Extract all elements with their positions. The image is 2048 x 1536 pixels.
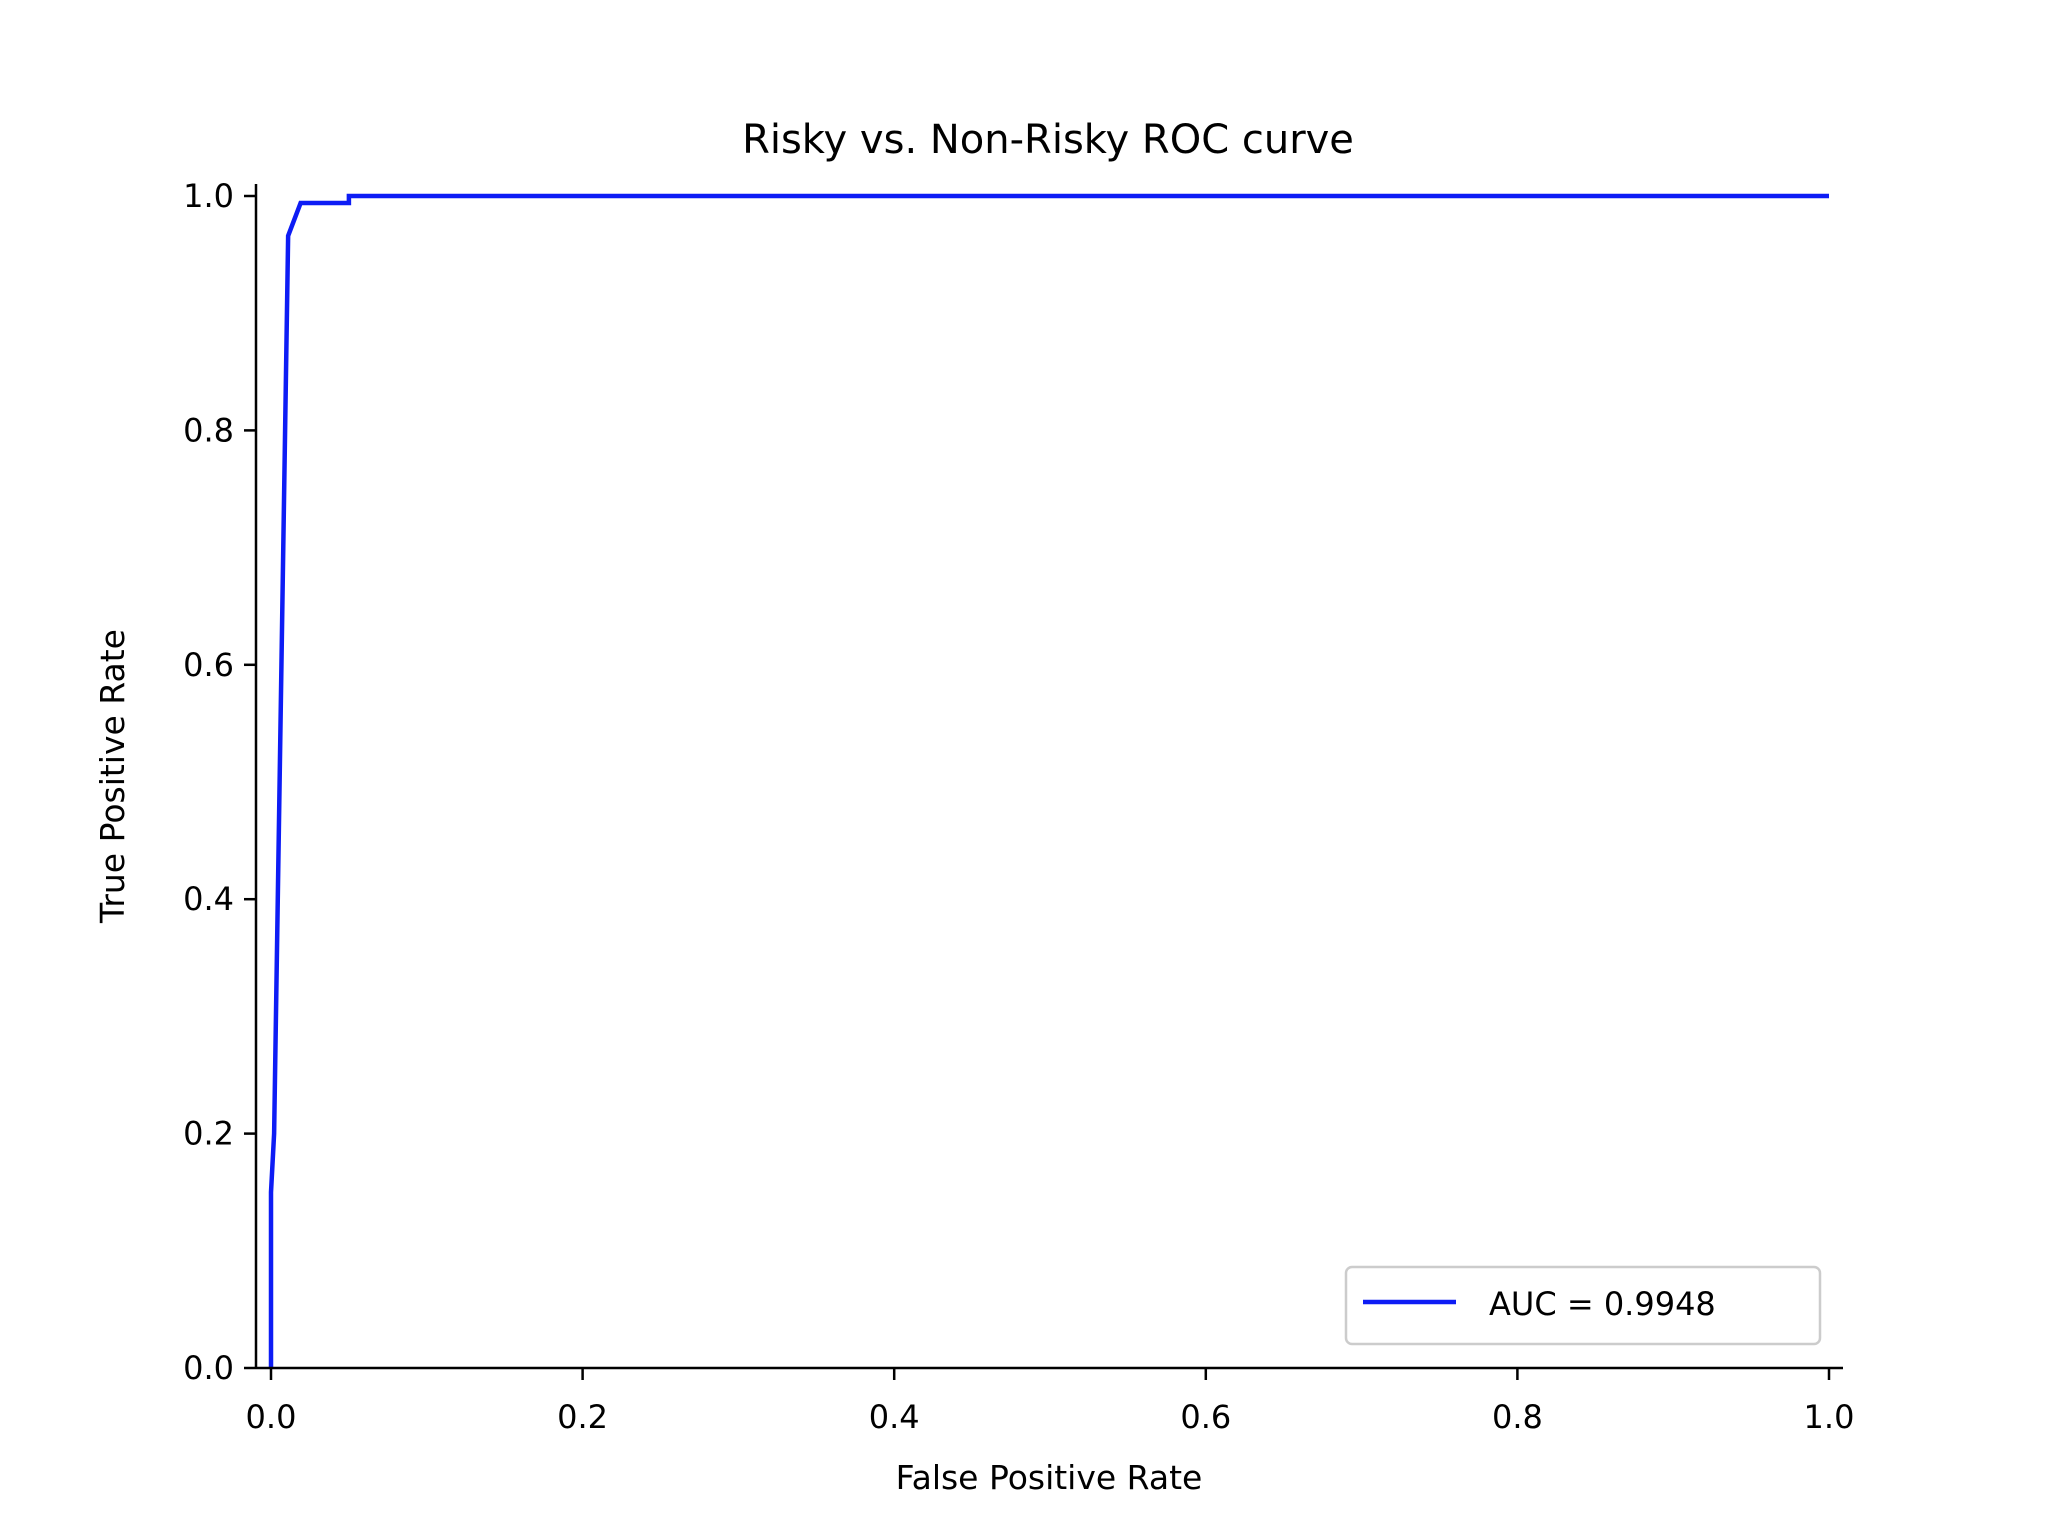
y-ticks: 0.0 0.2 0.4 0.6 0.8 1.0: [183, 177, 256, 1387]
chart-title: Risky vs. Non-Risky ROC curve: [742, 117, 1354, 163]
x-tick-label: 1.0: [1804, 1398, 1855, 1436]
x-ticks: 0.0 0.2 0.4 0.6 0.8 1.0: [246, 1368, 1855, 1436]
y-tick-label: 0.2: [183, 1115, 234, 1153]
x-tick-label: 0.0: [246, 1398, 297, 1436]
x-tick-label: 0.2: [557, 1398, 608, 1436]
y-tick-label: 0.0: [183, 1349, 234, 1387]
y-tick-label: 0.8: [183, 411, 234, 449]
roc-curve-line: [268, 193, 1829, 1368]
legend: AUC = 0.9948: [1344, 1265, 1822, 1346]
y-tick-label: 0.6: [183, 646, 234, 684]
y-tick-label: 0.4: [183, 880, 234, 918]
y-tick-label: 1.0: [183, 177, 234, 215]
y-axis-label: True Positive Rate: [93, 629, 132, 924]
legend-label: AUC = 0.9948: [1489, 1285, 1716, 1323]
x-tick-label: 0.4: [869, 1398, 920, 1436]
x-tick-label: 0.6: [1180, 1398, 1231, 1436]
plot-area: [268, 193, 1829, 1368]
legend-box: [1344, 1265, 1822, 1346]
x-axis-label: False Positive Rate: [896, 1458, 1203, 1497]
x-tick-label: 0.8: [1492, 1398, 1543, 1436]
